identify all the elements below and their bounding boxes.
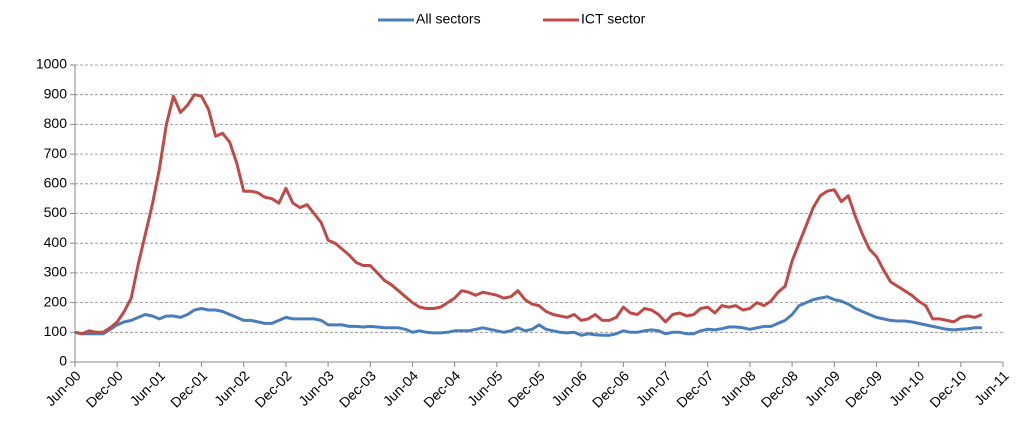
- y-tick-label: 600: [44, 175, 68, 191]
- x-tick-label: Jun-03: [295, 367, 337, 409]
- x-tick-label: Jun-07: [633, 367, 675, 409]
- x-tick-label: Jun-11: [971, 367, 1012, 408]
- x-tick-label: Jun-02: [211, 367, 253, 409]
- x-tick-label: Dec-01: [167, 367, 210, 410]
- x-tick-label: Dec-08: [758, 367, 801, 410]
- legend-label: ICT sector: [581, 11, 646, 27]
- y-tick-label: 0: [59, 353, 67, 369]
- x-tick-label: Dec-00: [83, 367, 126, 410]
- x-tick-label: Dec-04: [420, 367, 463, 410]
- y-tick-label: 100: [44, 323, 68, 339]
- x-tick-label: Jun-00: [42, 367, 84, 409]
- y-tick-label: 800: [44, 115, 68, 131]
- y-tick-label: 400: [44, 234, 68, 250]
- x-tick-label: Dec-09: [842, 367, 885, 410]
- y-tick-label: 300: [44, 264, 68, 280]
- x-tick-label: Jun-10: [886, 367, 928, 409]
- x-tick-label: Dec-03: [336, 367, 379, 410]
- x-tick-label: Dec-07: [673, 367, 716, 410]
- x-tick-label: Jun-08: [717, 367, 759, 409]
- x-tick-label: Dec-10: [926, 367, 969, 410]
- y-tick-label: 1000: [36, 56, 67, 72]
- x-tick-label: Jun-09: [801, 367, 843, 409]
- x-tick-label: Dec-05: [505, 367, 548, 410]
- y-tick-label: 500: [44, 204, 68, 220]
- y-tick-label: 700: [44, 145, 68, 161]
- series-line: [74, 93, 983, 336]
- x-tick-label: Jun-04: [380, 367, 422, 409]
- y-tick-label: 900: [44, 85, 68, 101]
- y-tick-label: 200: [44, 293, 68, 309]
- x-tick-label: Dec-02: [251, 367, 294, 410]
- series-line: [74, 295, 982, 337]
- x-tick-label: Jun-06: [548, 367, 590, 409]
- x-tick-label: Dec-06: [589, 367, 632, 410]
- legend-label: All sectors: [416, 11, 481, 27]
- x-tick-label: Jun-01: [127, 367, 169, 409]
- x-tick-label: Jun-05: [464, 367, 506, 409]
